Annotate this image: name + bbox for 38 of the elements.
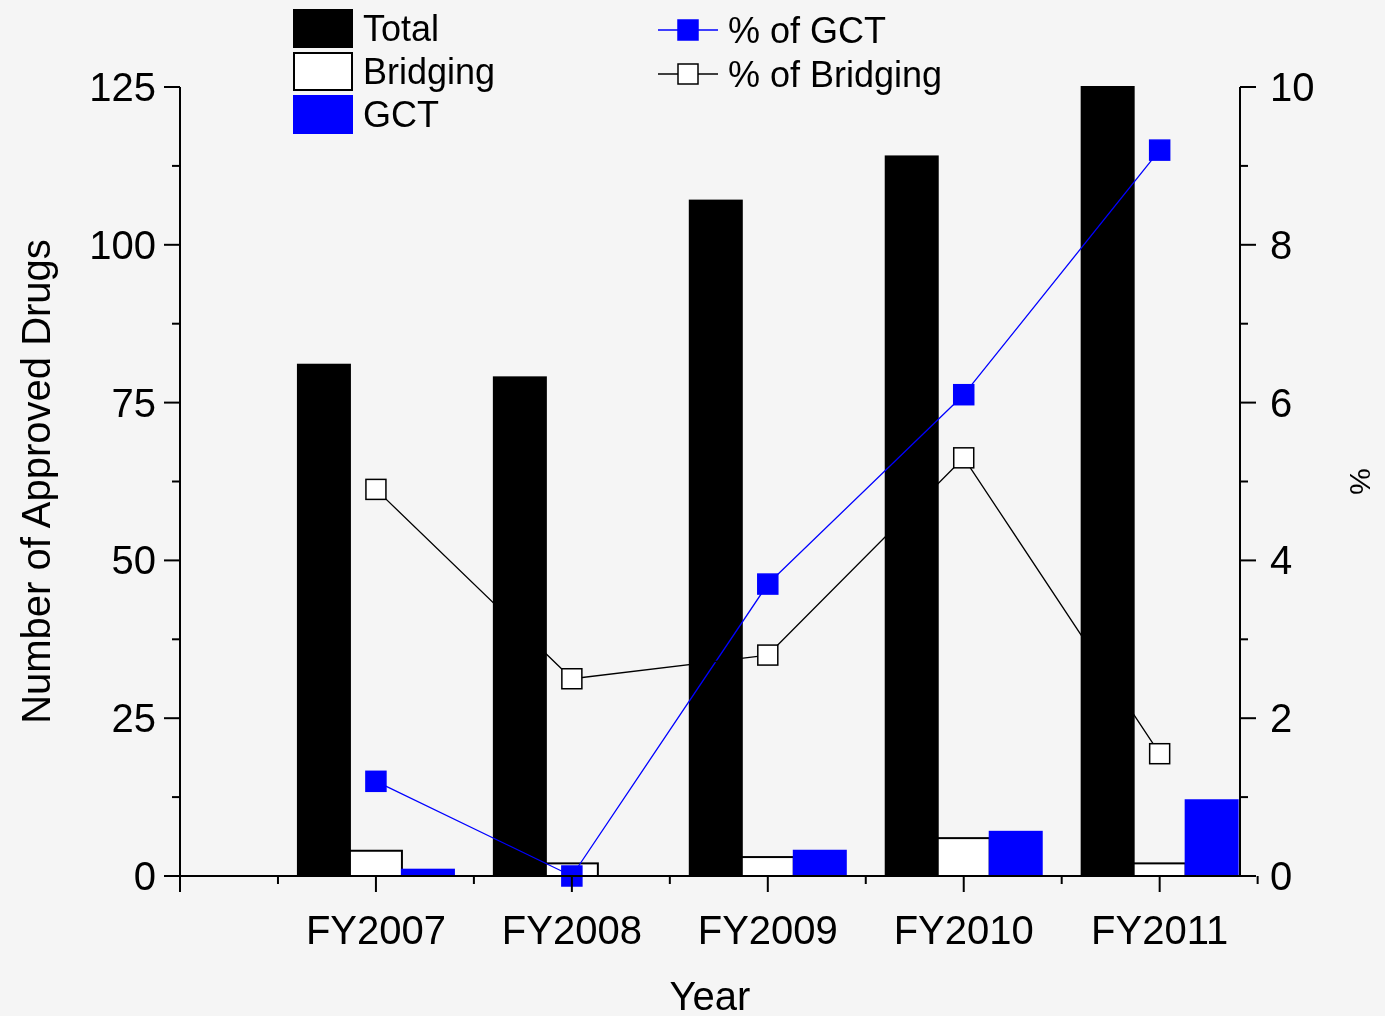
y-tick-label: 0 — [133, 854, 156, 898]
x-tick-label: FY2010 — [893, 908, 1034, 952]
y-tick-label: 125 — [89, 65, 156, 109]
legend-label: Bridging — [363, 50, 496, 92]
point — [952, 383, 975, 406]
point — [561, 668, 583, 690]
bar — [792, 849, 847, 877]
point — [952, 447, 975, 469]
legend-label: Total — [363, 7, 440, 49]
y2-tick-label: 6 — [1270, 380, 1293, 425]
point — [1148, 742, 1171, 765]
y-tick-label: 25 — [111, 696, 156, 741]
y2-tick-label: 2 — [1270, 696, 1293, 741]
x-tick-label: FY2011 — [1091, 908, 1229, 952]
legend-label: % of Bridging — [728, 53, 943, 95]
bar — [988, 830, 1043, 877]
point — [561, 865, 583, 887]
point — [365, 478, 387, 501]
point — [365, 770, 387, 793]
bar — [1184, 799, 1239, 877]
y-tick-label: 75 — [111, 380, 156, 425]
x-axis-title: Year — [669, 974, 751, 1016]
point — [757, 573, 779, 595]
y-tick-label: 100 — [89, 222, 156, 267]
y2-axis-title: % — [1344, 468, 1377, 495]
y-axis-title: Number of Approved Drugs — [14, 239, 58, 724]
legend-label: GCT — [363, 93, 439, 135]
y-tick-label: 50 — [111, 538, 156, 583]
y2-tick-label: 8 — [1270, 222, 1293, 267]
point — [1148, 139, 1171, 161]
y2-tick-label: 4 — [1270, 538, 1293, 583]
y2-tick-label: 0 — [1270, 854, 1293, 898]
x-tick-label: FY2009 — [697, 908, 838, 952]
x-tick-label: FY2007 — [305, 908, 446, 952]
point — [757, 644, 779, 666]
y2-tick-label: 10 — [1270, 65, 1315, 109]
legend-label: % of GCT — [728, 9, 887, 51]
x-tick-label: FY2008 — [501, 908, 642, 952]
